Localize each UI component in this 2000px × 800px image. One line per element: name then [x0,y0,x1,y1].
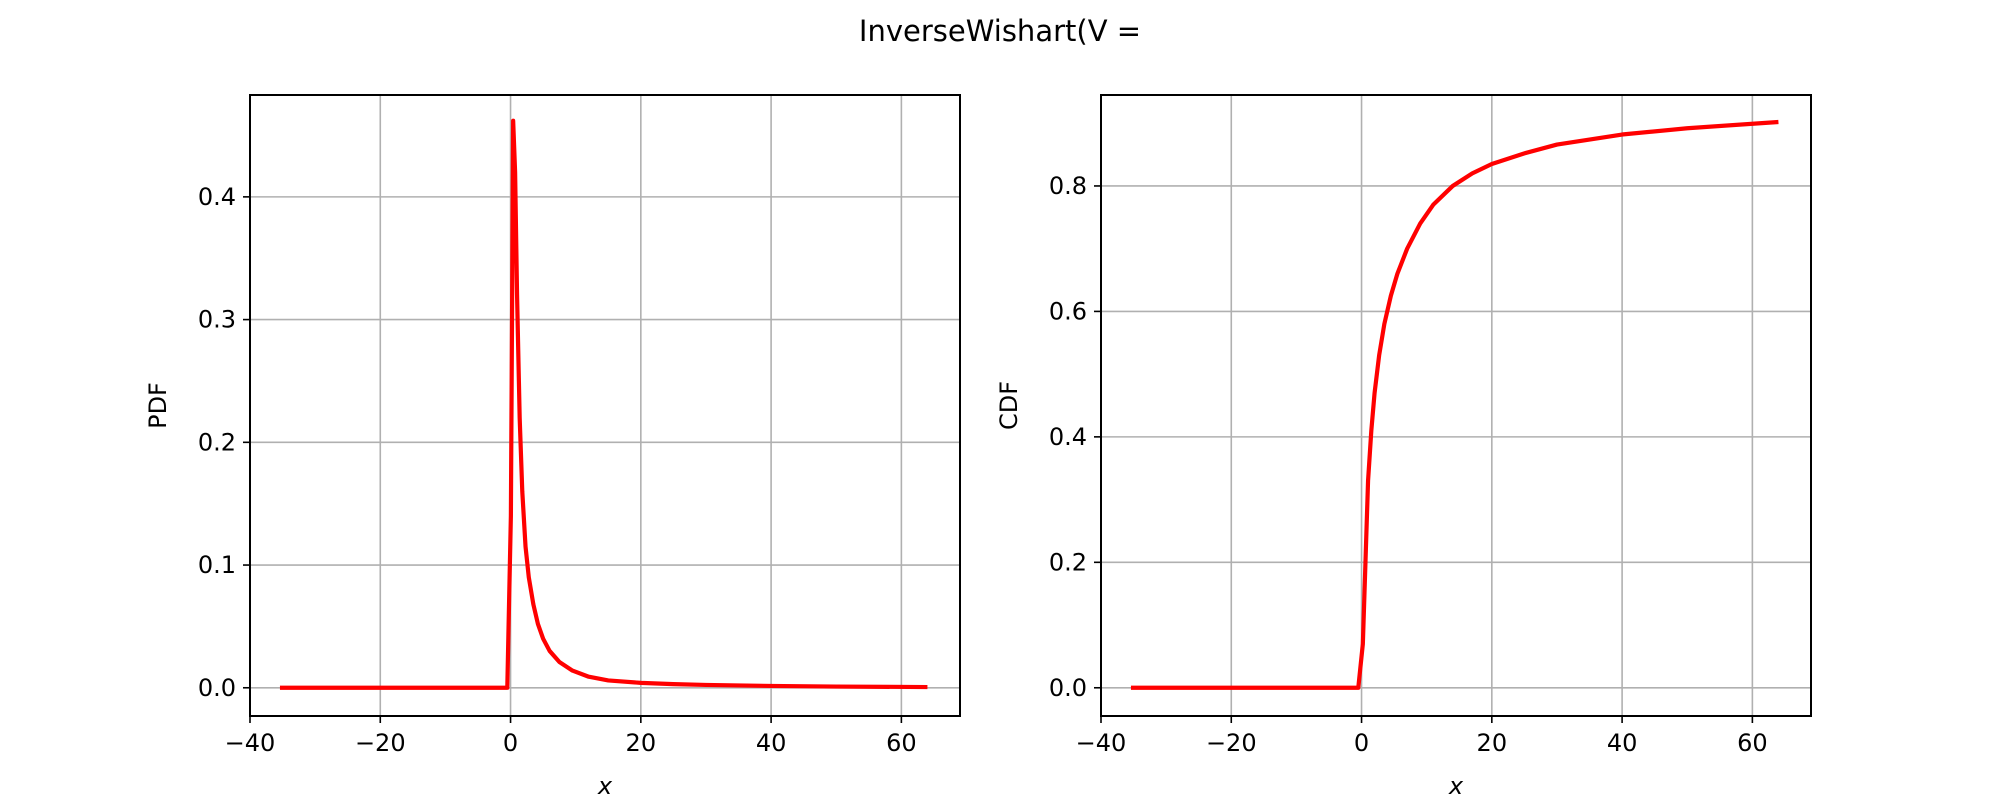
pdf-y-tick-label: 0.2 [198,428,236,456]
pdf-y-tick-label: 0.3 [198,306,236,334]
cdf-y-axis-label: CDF [995,381,1023,430]
cdf-x-tick-label: 60 [1737,729,1768,757]
cdf-axes: −40 −20 0 20 40 60 0.0 0.2 0.4 0.6 0.8 x CDF [995,94,1812,800]
pdf-series-line [279,118,928,690]
cdf-x-tick-label: 40 [1607,729,1638,757]
cdf-y-tick-label: 0.2 [1049,548,1087,576]
cdf-x-tick-label: −40 [1076,729,1127,757]
pdf-y-tick-label: 0.1 [198,551,236,579]
pdf-x-tick-label: 20 [626,729,657,757]
pdf-x-tick-label: 60 [886,729,917,757]
pdf-y-tick-label: 0.0 [198,674,236,702]
pdf-x-tick-label: −40 [225,729,276,757]
cdf-x-tick-label: −20 [1206,729,1257,757]
cdf-x-axis-label: x [1448,772,1464,800]
cdf-y-tick-label: 0.8 [1049,172,1087,200]
pdf-x-tick-label: 40 [756,729,787,757]
cdf-series-line [1130,119,1779,690]
cdf-y-tick-label: 0.0 [1049,674,1087,702]
cdf-axes-frame [1100,94,1812,717]
pdf-axes-frame [249,94,961,717]
figure-title: InverseWishart(V = [859,14,1141,48]
cdf-x-tick-label: 0 [1354,729,1369,757]
pdf-x-tick-label: −20 [355,729,406,757]
pdf-y-tick-label: 0.4 [198,183,236,211]
pdf-x-axis-label: x [597,772,613,800]
pdf-axes: −40 −20 0 20 40 60 0.0 0.1 0.2 0.3 0.4 x PDF [144,94,961,800]
pdf-x-tick-label: 0 [503,729,518,757]
cdf-x-tick-label: 20 [1477,729,1508,757]
cdf-y-tick-label: 0.6 [1049,297,1087,325]
cdf-y-tick-label: 0.4 [1049,423,1087,451]
pdf-y-axis-label: PDF [144,382,172,429]
